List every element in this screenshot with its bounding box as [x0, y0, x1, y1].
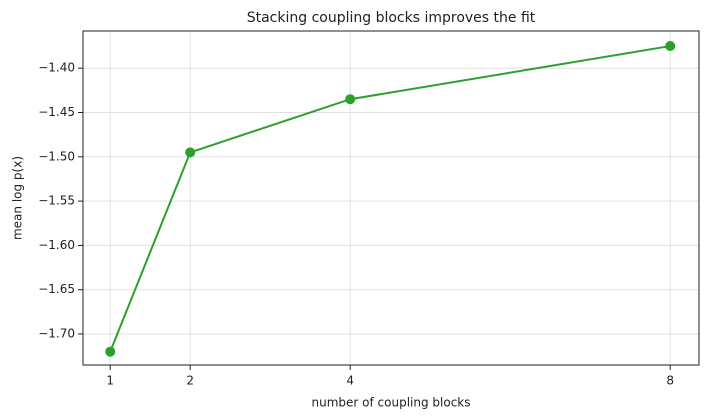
x-tick-label: 4 — [346, 374, 354, 388]
x-axis-label: number of coupling blocks — [312, 396, 471, 410]
y-axis-label: mean log p(x) — [11, 156, 25, 240]
y-tick-label: −1.60 — [38, 238, 75, 252]
y-tick-label: −1.65 — [38, 282, 75, 296]
x-tick-label: 2 — [186, 374, 194, 388]
point — [105, 346, 116, 357]
y-tick-label: −1.55 — [38, 194, 75, 208]
point — [185, 147, 196, 158]
point — [665, 41, 676, 52]
x-tick-label: 1 — [106, 374, 114, 388]
y-tick-label: −1.45 — [38, 105, 75, 119]
x-tick-label: 8 — [666, 374, 674, 388]
y-tick-label: −1.50 — [38, 149, 75, 163]
point — [345, 94, 356, 105]
y-tick-label: −1.40 — [38, 61, 75, 75]
line — [109, 45, 671, 353]
plot-frame — [82, 30, 700, 366]
chart-title: Stacking coupling blocks improves the fi… — [247, 10, 536, 26]
y-tick-label: −1.70 — [38, 326, 75, 340]
